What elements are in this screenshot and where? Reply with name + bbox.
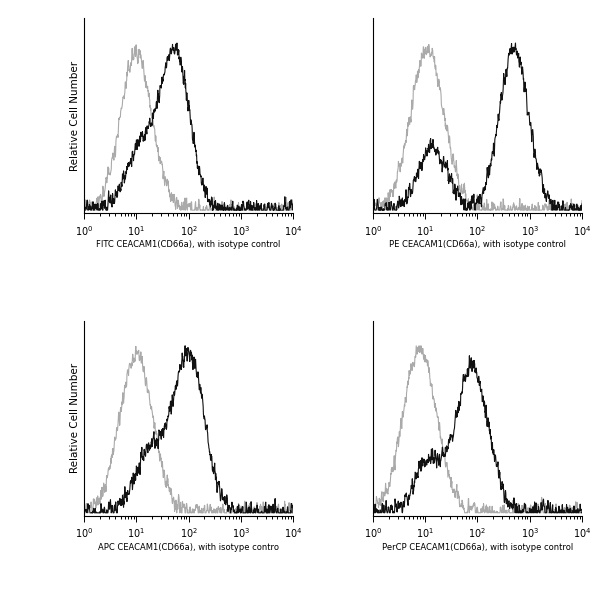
Y-axis label: Relative Cell Number: Relative Cell Number <box>70 363 80 473</box>
X-axis label: APC CEACAM1(CD66a), with isotype contro: APC CEACAM1(CD66a), with isotype contro <box>98 543 279 552</box>
X-axis label: PE CEACAM1(CD66a), with isotype control: PE CEACAM1(CD66a), with isotype control <box>389 240 566 249</box>
X-axis label: PerCP CEACAM1(CD66a), with isotype control: PerCP CEACAM1(CD66a), with isotype contr… <box>382 543 573 552</box>
X-axis label: FITC CEACAM1(CD66a), with isotype control: FITC CEACAM1(CD66a), with isotype contro… <box>97 240 281 249</box>
Y-axis label: Relative Cell Number: Relative Cell Number <box>70 61 80 171</box>
